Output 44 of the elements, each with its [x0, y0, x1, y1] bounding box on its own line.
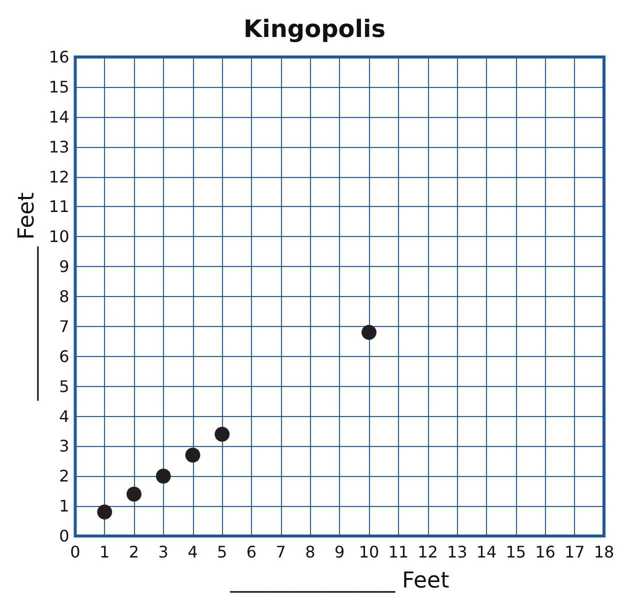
x-tick-label: 11	[388, 542, 409, 562]
y-tick-label: 1	[59, 496, 70, 516]
y-tick-label: 7	[59, 316, 70, 336]
y-tick-label: 4	[59, 406, 70, 426]
x-tick-label: 4	[188, 542, 198, 562]
x-tick-label: 8	[305, 542, 316, 562]
y-tick-label: 11	[48, 197, 70, 216]
y-tick-label: 9	[59, 257, 70, 276]
chart-title: Kingopolis	[244, 15, 386, 43]
x-axis-title: _______________ Feet	[229, 568, 450, 594]
y-tick-label: 5	[59, 376, 70, 396]
point	[214, 426, 230, 442]
x-tick-label: 1	[100, 542, 110, 562]
x-tick-label: 5	[217, 542, 228, 562]
x-tick-label: 10	[358, 542, 380, 562]
y-tick-label: 8	[59, 287, 70, 306]
x-tick-label: 12	[418, 542, 438, 562]
point	[97, 504, 112, 520]
x-tick-label: 7	[276, 542, 286, 562]
y-tick-label: 2	[59, 466, 70, 486]
x-tick-label: 9	[334, 542, 345, 562]
y-axis-title: ______________ Feet	[14, 192, 40, 402]
point	[156, 468, 171, 484]
point	[362, 324, 377, 340]
x-tick-label: 16	[535, 542, 556, 562]
point	[185, 448, 200, 463]
x-tick-label: 6	[246, 542, 257, 562]
x-tick-label: 17	[564, 542, 585, 562]
x-tick-label: 13	[446, 542, 468, 562]
point	[126, 486, 142, 502]
x-tick-label: 2	[128, 542, 140, 562]
y-tick-label: 12	[48, 167, 70, 186]
x-tick-label: 15	[506, 542, 526, 562]
y-tick-label: 0	[59, 526, 70, 546]
y-tick-label: 3	[59, 436, 70, 456]
y-tick-label: 10	[48, 227, 70, 246]
y-tick-label: 6	[59, 346, 70, 366]
x-tick-label: 18	[594, 542, 614, 562]
y-tick-label: 13	[48, 137, 70, 156]
y-tick-label: 15	[48, 77, 70, 96]
y-tick-label: 16	[48, 48, 70, 66]
x-tick-label: 14	[476, 542, 497, 562]
x-tick-label: 3	[158, 542, 168, 562]
y-tick-label: 14	[48, 107, 70, 126]
